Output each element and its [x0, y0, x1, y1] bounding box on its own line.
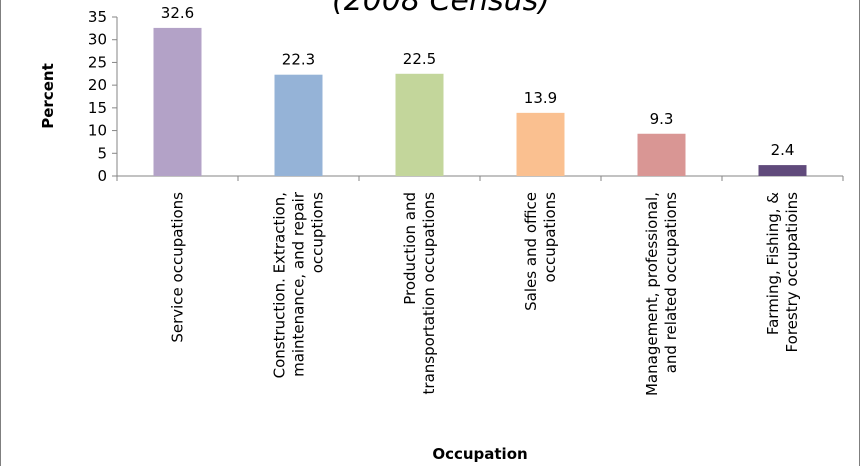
category-label: Sales and officeoccupations [522, 192, 559, 311]
svg-text:Farming, Fishing, &Forestry oc: Farming, Fishing, &Forestry occupatioins [764, 192, 801, 353]
category-label: Service occupations [169, 192, 187, 343]
y-tick-label: 0 [97, 167, 107, 185]
svg-text:Management, professional,and r: Management, professional,and related occ… [643, 192, 680, 396]
category-labels: Service occupations Construction. Extract… [169, 191, 802, 396]
y-tick-label: 5 [97, 144, 107, 162]
category-label: Construction. Extraction,maintenance, an… [271, 191, 327, 378]
category-label: Production andtransportation occupations [401, 192, 438, 395]
chart-title: (2008 Census) [332, 0, 550, 18]
bar [274, 74, 323, 176]
category-label: Farming, Fishing, &Forestry occupatioins [764, 192, 801, 353]
y-tick-label: 35 [88, 8, 107, 26]
y-tick-label: 25 [88, 53, 107, 71]
svg-text:Production andtransportation o: Production andtransportation occupations [401, 192, 438, 395]
y-tick-label: 20 [88, 76, 107, 94]
svg-text:Construction. Extraction,maint: Construction. Extraction,maintenance, an… [271, 191, 327, 378]
svg-text:Service occupations: Service occupations [169, 192, 187, 343]
bar [637, 133, 686, 176]
data-labels: 32.6 22.3 22.5 13.9 9.3 2.4 [161, 4, 795, 159]
svg-text:Sales and officeoccupations: Sales and officeoccupations [522, 192, 559, 311]
bar [153, 27, 202, 176]
data-label: 13.9 [524, 89, 557, 107]
y-tick-label: 15 [88, 99, 107, 117]
bar [516, 112, 565, 176]
data-label: 22.3 [282, 51, 315, 69]
data-label: 32.6 [161, 4, 194, 22]
axes: 0 5 10 15 20 25 30 35 [88, 8, 844, 185]
data-label: 22.5 [403, 50, 436, 68]
category-label: Management, professional,and related occ… [643, 192, 680, 396]
bar [758, 165, 807, 176]
bar [395, 73, 444, 176]
bars [153, 27, 807, 176]
y-tick-label: 10 [88, 122, 107, 140]
data-label: 2.4 [771, 141, 795, 159]
y-axis-title: Percent [39, 63, 57, 128]
data-label: 9.3 [650, 110, 674, 128]
y-tick-label: 30 [88, 31, 107, 49]
x-axis-title: Occupation [432, 445, 527, 463]
